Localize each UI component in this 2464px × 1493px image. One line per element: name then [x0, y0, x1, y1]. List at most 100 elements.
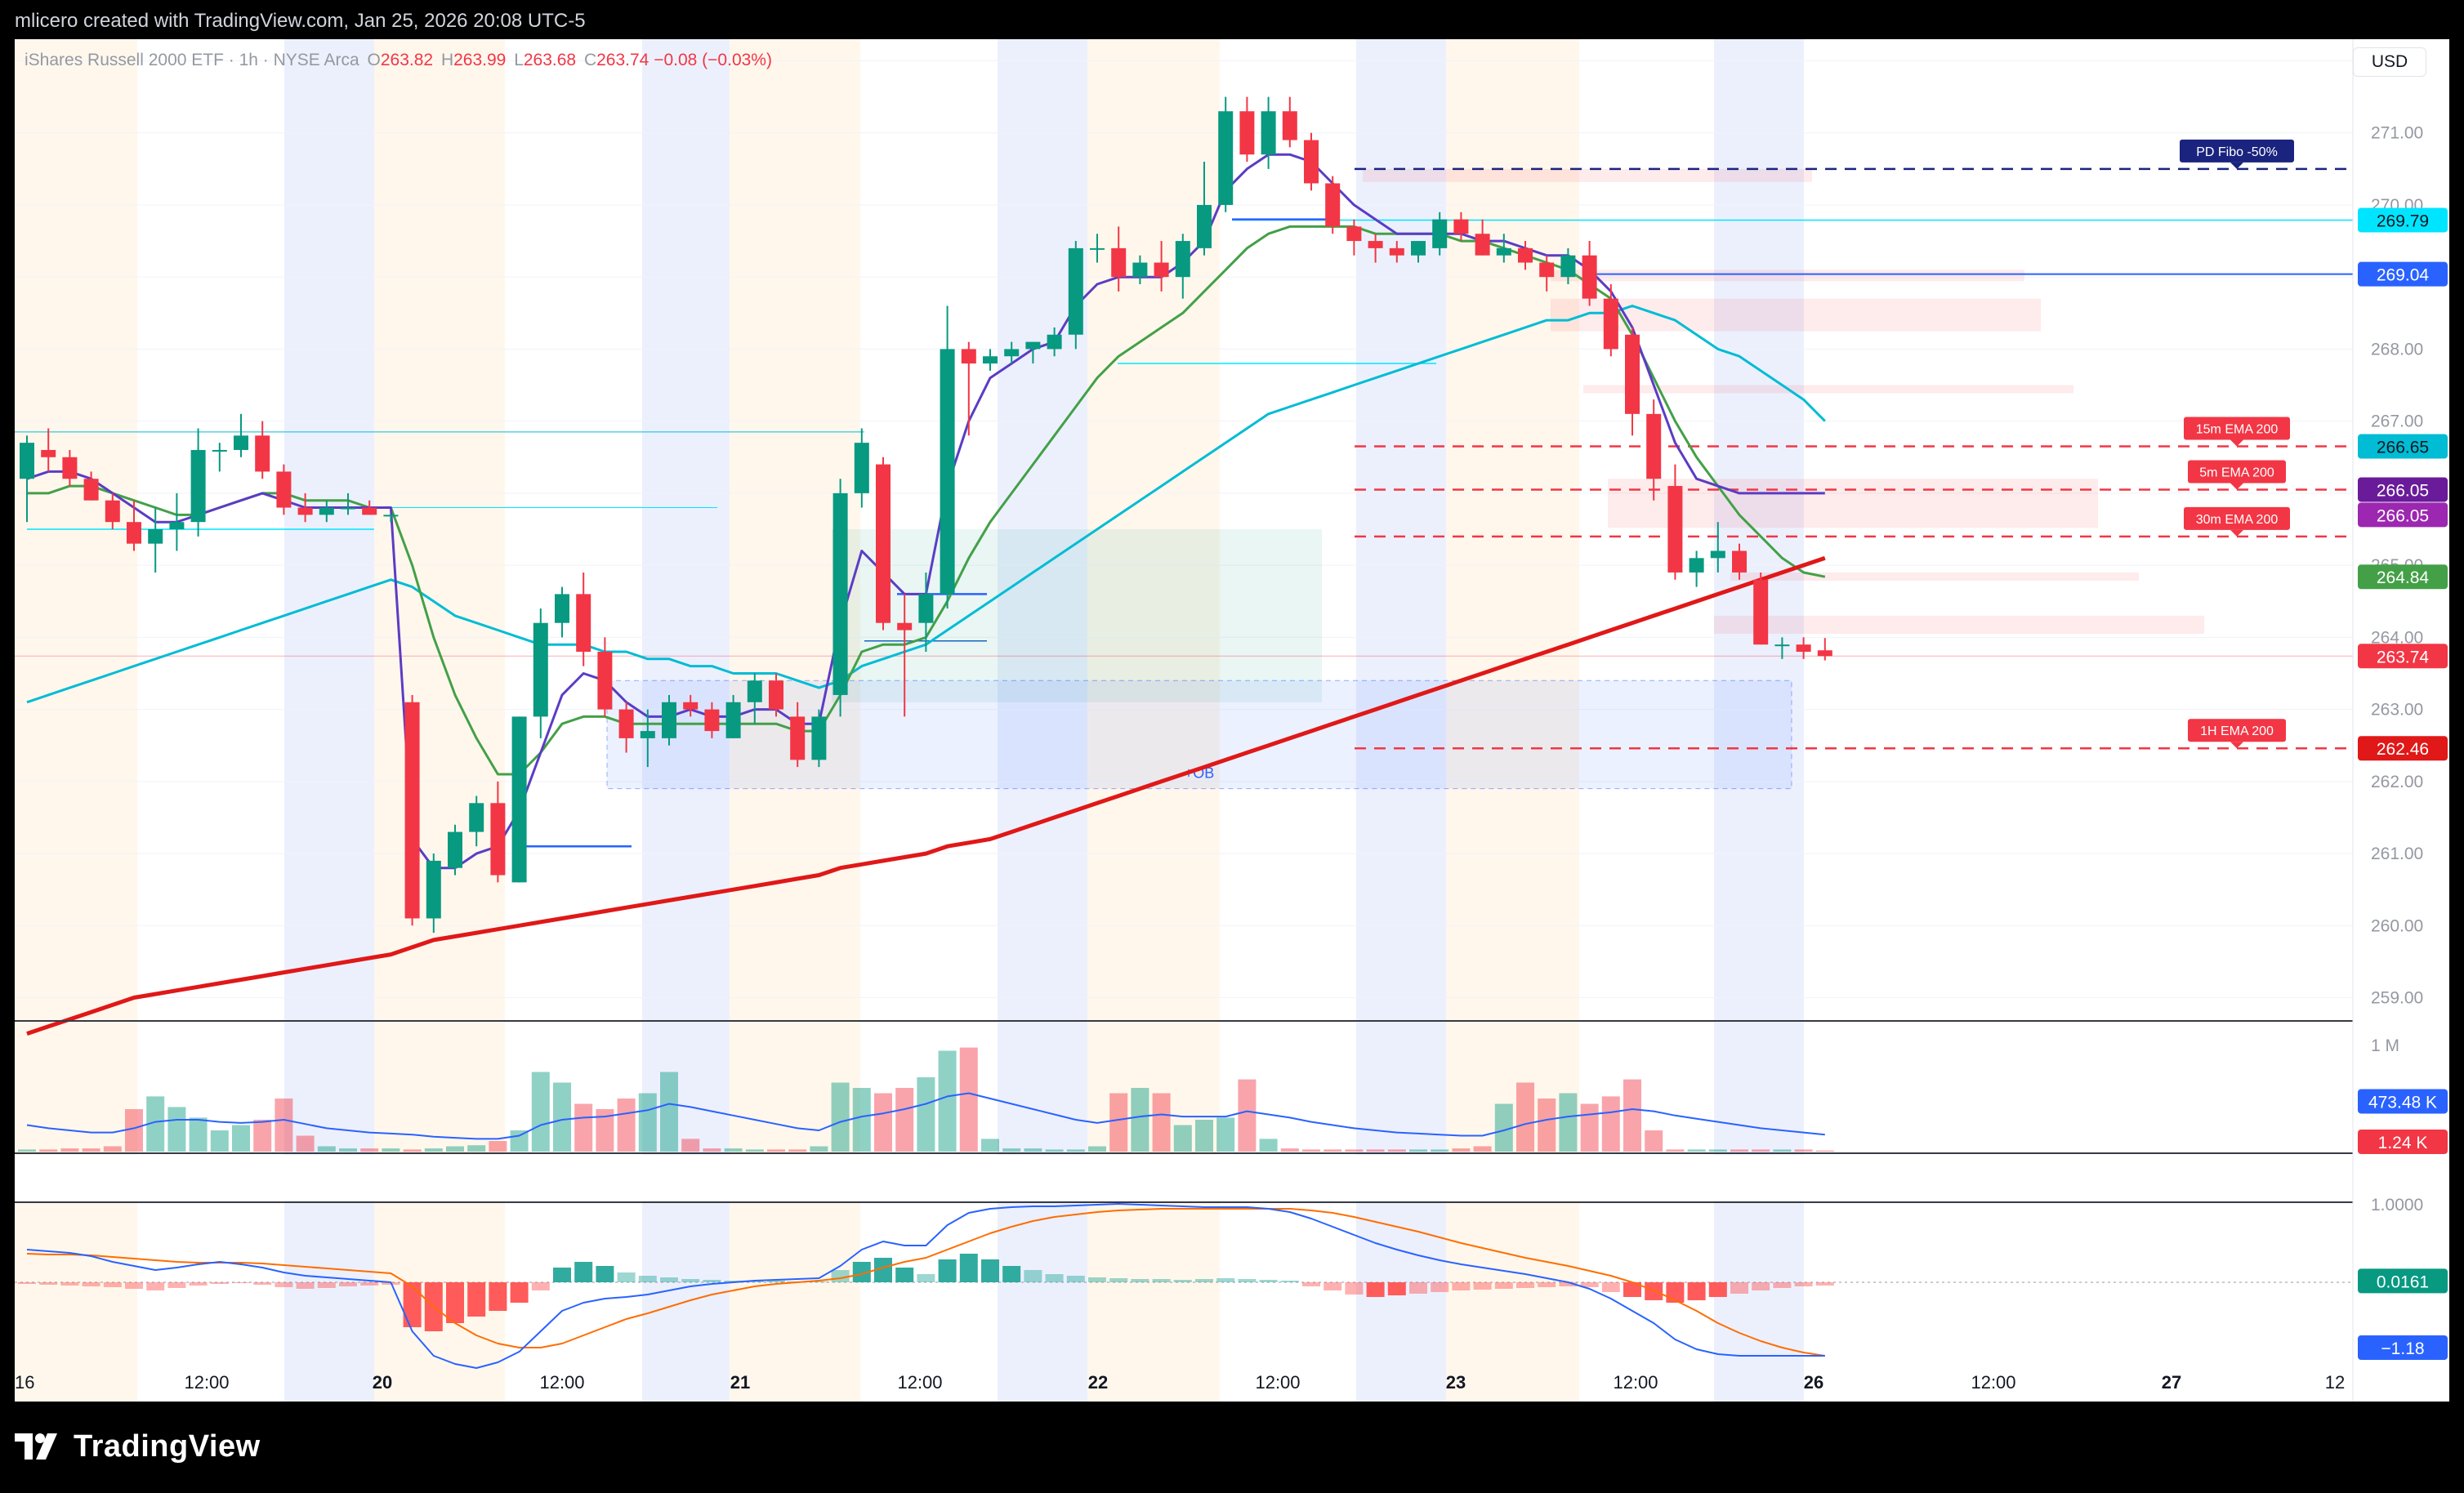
candle-body: [1560, 255, 1576, 278]
candle: [1432, 212, 1448, 256]
candle-body: [1261, 111, 1276, 155]
candle: [918, 572, 934, 652]
macd-hist-bar: [296, 1282, 315, 1289]
candle: [1667, 464, 1683, 580]
candle-body: [811, 716, 827, 760]
price-tag-bg: [2358, 434, 2448, 459]
candle: [640, 709, 655, 768]
volume-bar: [146, 1096, 165, 1152]
macd-hist-bar: [1324, 1282, 1342, 1290]
price-tag-text: 269.04: [2377, 266, 2430, 285]
level-tag: [2184, 417, 2290, 440]
candle: [1475, 219, 1490, 256]
candle: [897, 594, 913, 717]
macd-hist-bar: [1538, 1282, 1556, 1287]
volume-bar: [1409, 1149, 1427, 1152]
candle-body: [832, 492, 848, 695]
macd-hist-bar: [810, 1281, 828, 1282]
price-tag-bg: [2358, 1089, 2448, 1114]
candle-body: [234, 435, 248, 450]
candle-body: [1603, 298, 1618, 350]
tradingview-brand[interactable]: TradingView: [15, 1426, 261, 1467]
volume-bar: [553, 1082, 571, 1152]
macd-hist-bar: [60, 1282, 79, 1286]
price-tag-bg: [2358, 1130, 2448, 1154]
price-tag-bg: [2358, 207, 2448, 233]
candle-body: [1154, 262, 1169, 278]
volume-bar: [167, 1107, 186, 1152]
close-label: C: [583, 51, 597, 69]
supply-zone: [1730, 572, 2139, 581]
change-value: −0.08 (−0.03%): [654, 51, 772, 69]
candle: [1710, 522, 1725, 573]
level-label: 1H EMA 200: [2200, 724, 2274, 738]
chart-canvas[interactable]: +OB PD Fibo -50% 15m EMA 200 5m EMA 200 30m …: [15, 39, 2449, 1402]
volume-bar: [874, 1093, 892, 1152]
candle-body: [1218, 111, 1234, 205]
macd-hist-bar: [767, 1281, 785, 1282]
candle: [490, 781, 506, 883]
macd-hist-bar: [1216, 1278, 1235, 1282]
price-tick-label: 267.00: [2371, 412, 2423, 431]
price-tag-text: 0.0161: [2377, 1272, 2429, 1291]
candle-body: [940, 349, 955, 595]
candle: [169, 492, 185, 551]
macd-line: [26, 1203, 1825, 1369]
candle-body: [918, 594, 934, 623]
macd-hist-bar: [1024, 1270, 1042, 1282]
key-levels: PD Fibo -50% 15m EMA 200 5m EMA 200 30m EMA…: [1355, 139, 2353, 750]
candle-body: [790, 716, 806, 760]
macd-hist-bar: [574, 1262, 593, 1282]
volume-bar: [617, 1099, 636, 1152]
chart-frame[interactable]: +OB PD Fibo -50% 15m EMA 200 5m EMA 200 30m …: [15, 39, 2449, 1402]
candle-body: [319, 507, 334, 515]
macd-hist-bar: [1730, 1282, 1748, 1294]
volume-bar: [852, 1088, 871, 1152]
candle: [20, 435, 34, 523]
volume-bar: [1345, 1149, 1364, 1152]
symbol-name[interactable]: iShares Russell 2000 ETF · 1h · NYSE Arc…: [25, 51, 359, 69]
price-tag: 264.84: [2358, 564, 2448, 590]
macd-hist-bar: [638, 1276, 657, 1282]
candle: [511, 716, 527, 883]
macd-hist-bar: [1794, 1282, 1813, 1286]
volume-bar: [1516, 1082, 1534, 1152]
currency-button[interactable]: USD: [2353, 47, 2426, 77]
level-tag-arrow: [2230, 529, 2243, 537]
candle: [234, 413, 248, 457]
level-label: 15m EMA 200: [2196, 423, 2279, 437]
macd-hist-bar: [1131, 1279, 1149, 1282]
macd-tag: 0.0161: [2358, 1268, 2448, 1294]
volume-bar: [810, 1146, 828, 1152]
macd-hist-bar: [681, 1279, 700, 1282]
volume-bar: [1280, 1148, 1299, 1152]
volume-tag: 473.48 K: [2358, 1089, 2448, 1114]
candle: [448, 824, 462, 876]
open-label: O: [367, 51, 381, 69]
time-tick-label: 12:00: [539, 1372, 584, 1393]
candle: [811, 709, 827, 768]
candle-body: [20, 443, 34, 479]
candle: [212, 443, 227, 472]
level-tag: [2180, 139, 2294, 163]
time-tick-label: 21: [730, 1372, 750, 1393]
macd-hist-bar: [82, 1282, 100, 1286]
candle: [1004, 341, 1020, 364]
candle: [854, 428, 869, 508]
candle: [1646, 399, 1662, 501]
volume-bar: [1387, 1149, 1406, 1152]
macd-hist-bar: [1066, 1276, 1085, 1282]
candle: [704, 702, 720, 738]
candle-body: [1389, 247, 1404, 256]
candle: [469, 796, 484, 847]
candle: [1282, 96, 1297, 148]
low-label: L: [514, 51, 524, 69]
candle-body: [1132, 262, 1148, 278]
candle-body: [190, 449, 206, 523]
candle: [1047, 327, 1062, 357]
volume-bar: [467, 1145, 486, 1152]
candle: [426, 853, 441, 934]
volume-bar: [403, 1149, 422, 1152]
candle-body: [1496, 247, 1511, 256]
volume-bar: [339, 1148, 357, 1152]
